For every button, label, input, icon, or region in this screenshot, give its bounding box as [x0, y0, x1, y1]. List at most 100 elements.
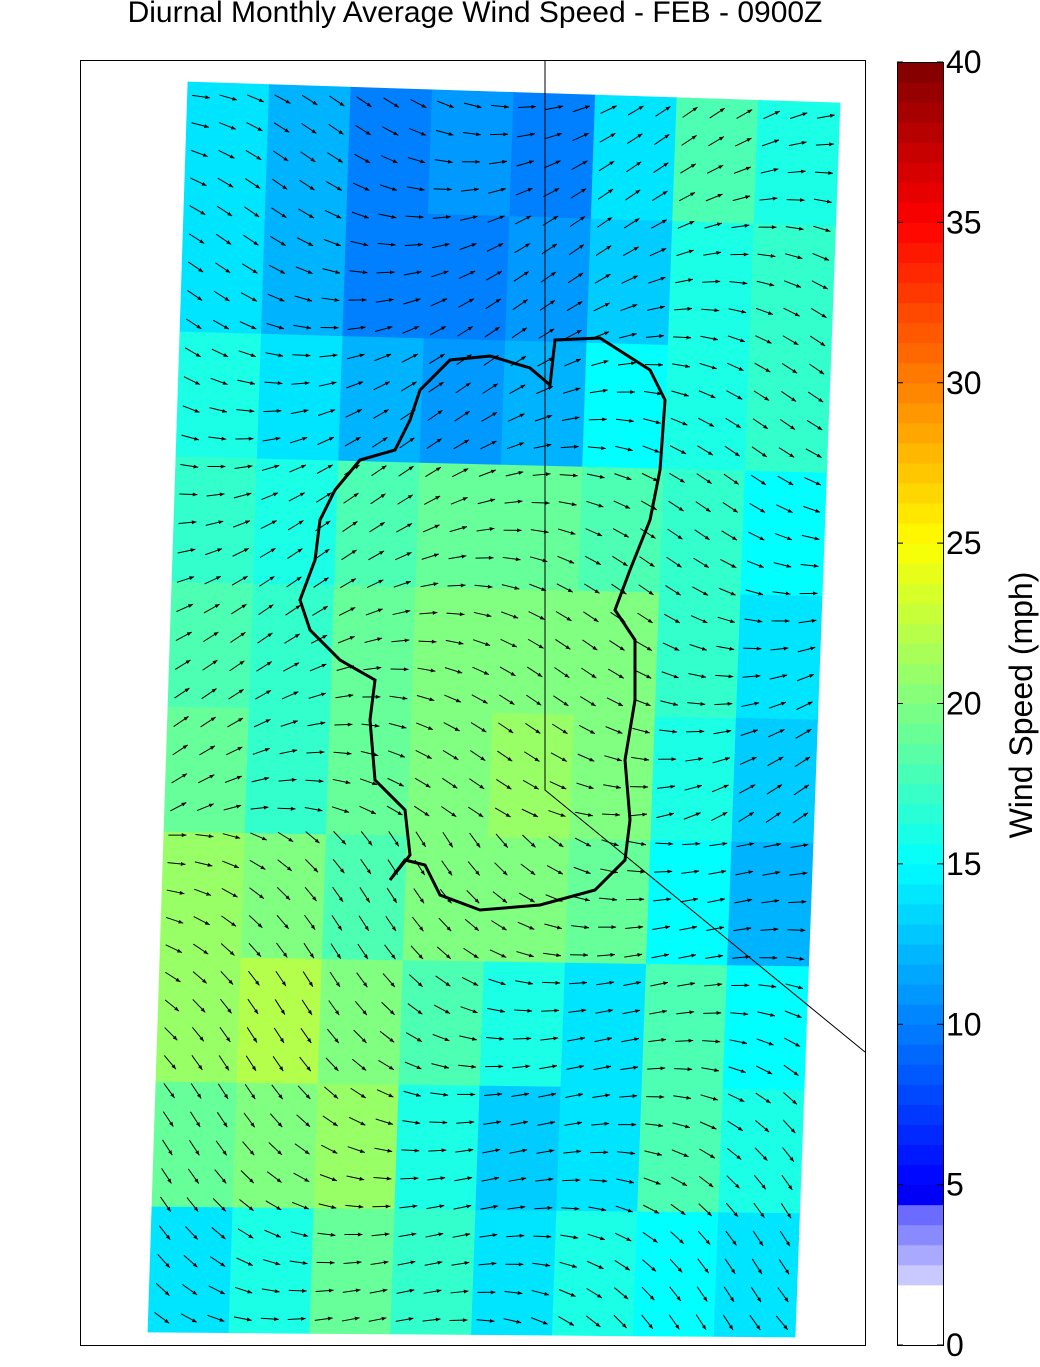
wind-cell [391, 1210, 476, 1335]
colorbar-segment [897, 563, 943, 584]
wind-cell [754, 100, 840, 226]
colorbar-segment [897, 1265, 943, 1286]
wind-cell [741, 471, 827, 596]
colorbar-segment [897, 1064, 943, 1085]
colorbar-segment [897, 784, 943, 805]
colorbar-tick-label: 15 [946, 846, 982, 882]
colorbar-segment [897, 443, 943, 464]
wind-cell [736, 595, 822, 720]
colorbar-segment [897, 1165, 943, 1186]
wind-cell [655, 593, 741, 718]
wind-cell [164, 707, 249, 833]
colorbar-tick-label: 40 [946, 44, 982, 80]
chart-title: Diurnal Monthly Average Wind Speed - FEB… [128, 0, 823, 29]
wind-cell [633, 1212, 718, 1336]
wind-cell [314, 1084, 399, 1209]
wind-cell [591, 95, 677, 222]
colorbar-segment [897, 403, 943, 424]
wind-cell [668, 222, 754, 348]
colorbar-segment [897, 543, 943, 564]
wind-cell [497, 465, 583, 591]
wind-cell [310, 1209, 395, 1334]
colorbar-segment [897, 1225, 943, 1246]
colorbar-segment [897, 303, 943, 324]
wind-cell [241, 833, 326, 959]
colorbar-segment [897, 162, 943, 183]
wind-cell [152, 1082, 237, 1208]
wind-cell [412, 588, 497, 714]
wind-cell [184, 82, 270, 209]
colorbar-segment [897, 864, 943, 885]
colorbar-segment [897, 704, 943, 725]
colorbar-tick-label: 25 [946, 525, 982, 561]
colorbar-segment [897, 744, 943, 765]
colorbar-segment [897, 603, 943, 624]
colorbar-segment [897, 844, 943, 865]
colorbar-label: Wind Speed (mph) [1003, 572, 1039, 839]
wind-cell [506, 217, 592, 343]
colorbar-segment [897, 884, 943, 905]
wind-cell [673, 98, 759, 224]
wind-cell [245, 709, 330, 835]
colorbar-segment [897, 764, 943, 785]
wind-cell [732, 718, 818, 843]
colorbar-segment [897, 62, 943, 83]
wind-cell [322, 835, 407, 961]
wind-cell [172, 457, 257, 584]
colorbar-segment [897, 222, 943, 243]
wind-cell [347, 87, 433, 214]
wind-cell [714, 1213, 799, 1337]
colorbar-tick-label: 35 [946, 204, 982, 240]
wind-cell [651, 717, 737, 842]
wind-cell [253, 459, 338, 586]
wind-cell [638, 1088, 723, 1213]
wind-cell [343, 212, 429, 339]
colorbar-tick-label: 30 [946, 365, 982, 401]
wind-cell [570, 715, 656, 840]
wind-cell [265, 85, 351, 212]
colorbar-segment [897, 262, 943, 283]
wind-cell [493, 589, 579, 715]
colorbar-segment [897, 202, 943, 223]
colorbar-segment [897, 1084, 943, 1105]
wind-cell [428, 90, 514, 217]
wind-cell [416, 463, 502, 589]
wind-cell [229, 1208, 314, 1334]
colorbar-segment [897, 1124, 943, 1145]
colorbar-segment [897, 1185, 943, 1206]
colorbar-segment [897, 643, 943, 664]
colorbar-segment [897, 122, 943, 143]
colorbar-segment [897, 1285, 943, 1306]
colorbar-segment [897, 142, 943, 163]
colorbar-segment [897, 663, 943, 684]
colorbar-segment [897, 824, 943, 845]
colorbar-segment [897, 363, 943, 384]
wind-cell [565, 839, 651, 964]
wind-cell [176, 332, 261, 459]
wind-cell [424, 214, 510, 341]
colorbar-segment [897, 503, 943, 524]
colorbar-segment [897, 242, 943, 263]
wind-cell [249, 584, 334, 711]
colorbar-segment [897, 1104, 943, 1125]
wind-cell [472, 1210, 557, 1335]
colorbar-segment [897, 724, 943, 745]
colorbar-segment [897, 1044, 943, 1065]
colorbar-segment [897, 1245, 943, 1266]
wind-cell [339, 337, 425, 464]
colorbar-segment [897, 804, 943, 825]
colorbar-segment [897, 1024, 943, 1045]
wind-cell [148, 1207, 233, 1333]
colorbar-segment [897, 383, 943, 404]
colorbar-segment [897, 483, 943, 504]
wind-cell [552, 1211, 637, 1336]
colorbar-tick-label: 5 [946, 1167, 964, 1203]
colorbar-segment [897, 944, 943, 965]
wind-cell [727, 842, 813, 967]
colorbar-segment [897, 984, 943, 1005]
colorbar-tick-label: 10 [946, 1006, 982, 1042]
colorbar-segment [897, 283, 943, 304]
wind-cell [326, 710, 411, 836]
colorbar-segment [897, 1145, 943, 1166]
